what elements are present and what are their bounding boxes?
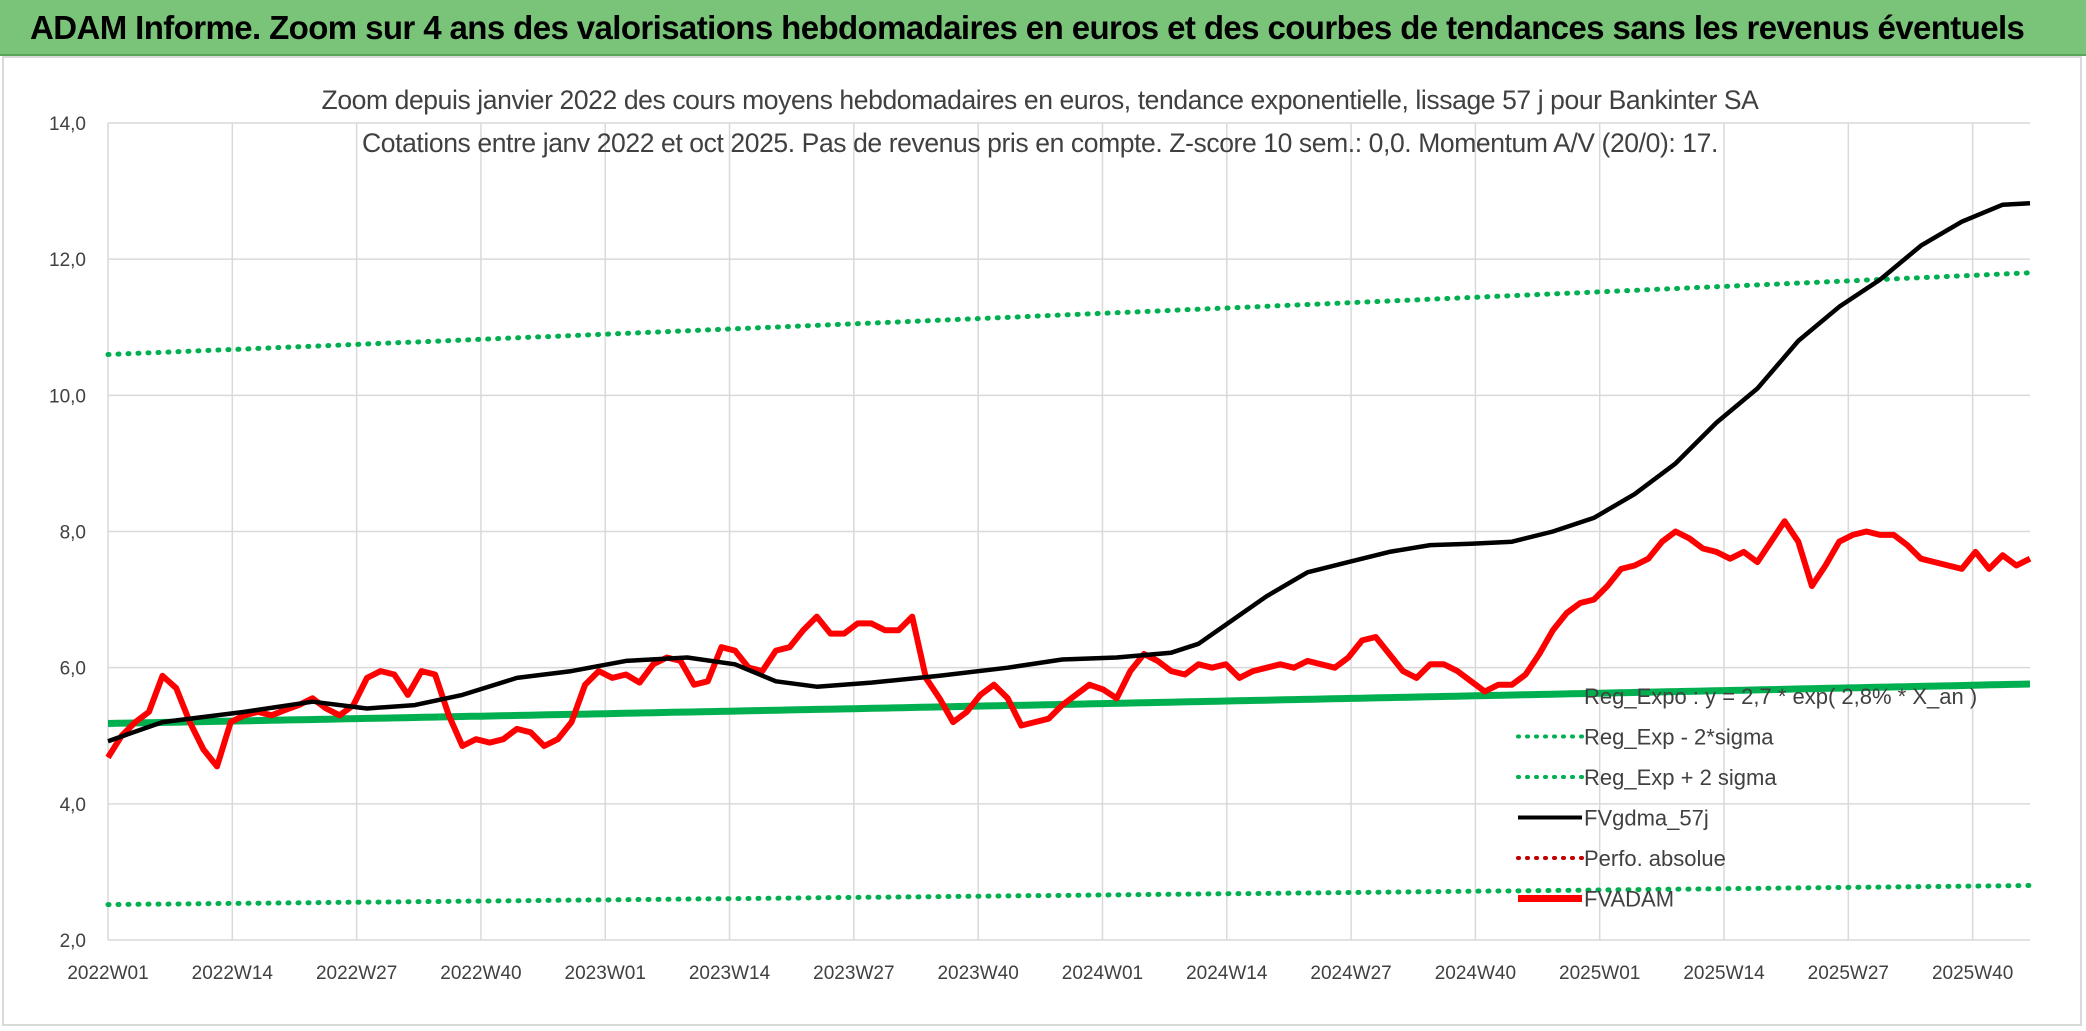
y-tick-label: 12,0 <box>49 250 86 271</box>
series-fvgdma-57j <box>107 201 2031 744</box>
x-tick-label: 2023W40 <box>937 963 1018 984</box>
x-tick-label: 2025W40 <box>1932 963 2013 984</box>
x-tick-label: 2023W14 <box>689 963 771 984</box>
grid-lines <box>107 122 2030 941</box>
y-tick-label: 2,0 <box>60 931 86 952</box>
x-tick-label: 2025W01 <box>1559 963 1640 984</box>
x-tick-label: 2022W14 <box>192 963 274 984</box>
chart-title-line: Cotations entre janv 2022 et oct 2025. P… <box>362 128 1718 158</box>
chart-title-line: Zoom depuis janvier 2022 des cours moyen… <box>322 85 1760 115</box>
y-tick-label: 10,0 <box>49 386 86 407</box>
series-reg-expo <box>107 680 2031 727</box>
series-reg-exp-minus-2sigma <box>105 883 2033 908</box>
legend-label: FVgdma_57j <box>1584 806 1709 831</box>
x-tick-label: 2024W14 <box>1186 963 1268 984</box>
x-tick-label: 2025W14 <box>1683 963 1765 984</box>
y-tick-label: 8,0 <box>60 523 86 544</box>
report-banner: ADAM Informe. Zoom sur 4 ans des valoris… <box>0 0 2086 56</box>
series-reg-exp-plus-2sigma <box>105 270 2033 357</box>
x-tick-label: 2022W40 <box>440 963 521 984</box>
axis-labels: 2,0 4,0 6,0 8,0 10,0 12,0 14,0 2022W01 2022W14 20… <box>49 114 2013 984</box>
legend-label: Perfo. absolue <box>1584 846 1726 871</box>
x-tick-label: 2024W27 <box>1310 963 1391 984</box>
x-tick-label: 2025W27 <box>1808 963 1889 984</box>
x-tick-label: 2022W27 <box>316 963 397 984</box>
legend-label: Reg_Exp - 2*sigma <box>1584 725 1774 750</box>
y-tick-label: 6,0 <box>60 659 86 680</box>
x-tick-label: 2023W27 <box>813 963 894 984</box>
y-tick-label: 14,0 <box>49 114 86 135</box>
series-group <box>105 201 2033 908</box>
legend: Reg_Expo : y = 2,7 * exp( 2,8% * X_an ) R… <box>1516 684 1977 912</box>
chart-area <box>2 56 2082 1026</box>
legend-label: Reg_Exp + 2 sigma <box>1584 765 1777 790</box>
x-tick-label: 2023W01 <box>565 963 646 984</box>
series-fvadam <box>105 518 2032 770</box>
legend-label: FVADAM <box>1584 887 1674 912</box>
legend-label: Reg_Expo : y = 2,7 * exp( 2,8% * X_an ) <box>1584 684 1977 709</box>
x-tick-label: 2024W01 <box>1062 963 1143 984</box>
y-tick-label: 4,0 <box>60 795 86 816</box>
chart-title: Zoom depuis janvier 2022 des cours moyen… <box>322 85 1760 158</box>
report-title: ADAM Informe. Zoom sur 4 ans des valoris… <box>30 9 2025 46</box>
x-tick-label: 2024W40 <box>1435 963 1516 984</box>
x-tick-label: 2022W01 <box>67 963 148 984</box>
